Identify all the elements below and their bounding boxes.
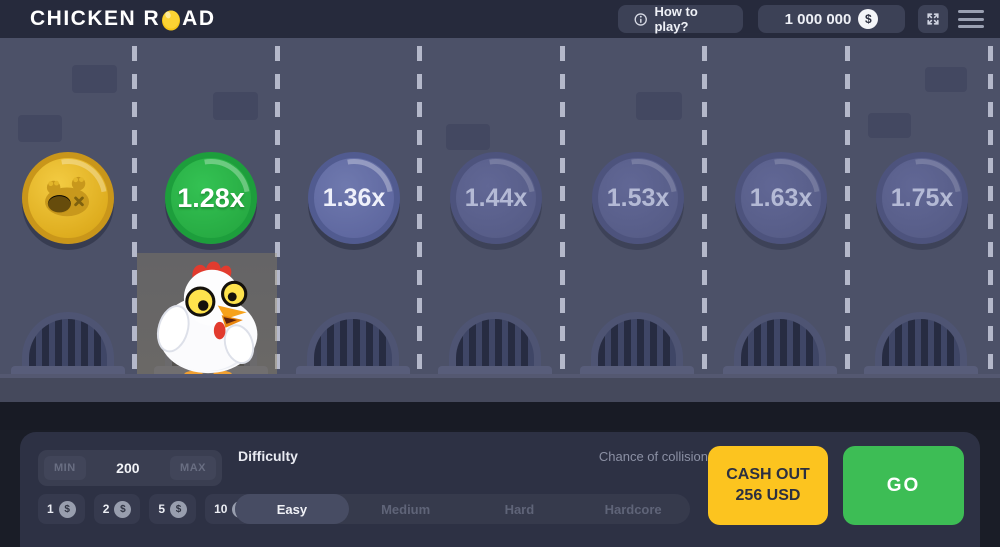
lane-divider: [988, 46, 993, 376]
cash-out-button[interactable]: CASH OUT 256 USD: [708, 446, 828, 525]
balance-display[interactable]: 1 000 000 $: [758, 5, 905, 33]
quick-bet-row: 1 $ 2 $ 5 $ 10 $: [38, 494, 259, 524]
curb: [0, 374, 1000, 403]
fullscreen-button[interactable]: [918, 5, 948, 33]
control-panel: MIN 200 MAX 1 $ 2 $ 5 $ 10 $ Difficulty …: [20, 432, 980, 547]
game-board: 1.28x 1.36x 1.44x 1.53x 1.63x 1.75x: [0, 38, 1000, 430]
lane-divider: [560, 46, 565, 376]
egg-icon: [162, 10, 181, 31]
dollar-coin-icon: $: [170, 500, 188, 518]
multiplier-value: 1.36x: [322, 183, 386, 212]
multiplier-value: 1.63x: [749, 183, 813, 212]
road-patch: [925, 67, 967, 92]
dead-chicken-icon: [45, 176, 90, 217]
sewer-grate: [875, 312, 967, 374]
cash-out-amount: 256 USD: [735, 486, 801, 504]
multiplier-value: 1.75x: [890, 183, 954, 212]
quick-bet-1-button[interactable]: 1 $: [38, 494, 85, 524]
difficulty-tabs: Easy Medium Hard Hardcore: [235, 494, 690, 524]
multiplier-coin-active[interactable]: 1.28x: [165, 152, 257, 244]
min-bet-button[interactable]: MIN: [44, 456, 86, 480]
go-button[interactable]: GO: [843, 446, 964, 525]
chicken-character: [156, 261, 258, 380]
sewer-grate: [449, 312, 541, 374]
tab-hard[interactable]: Hard: [463, 494, 577, 524]
bet-amount-control: MIN 200 MAX: [38, 450, 222, 486]
lane-divider: [132, 46, 137, 376]
cash-out-label: CASH OUT: [726, 465, 810, 483]
grate-base: [438, 366, 552, 376]
balance-amount: 1 000 000: [784, 10, 852, 28]
sewer-grate: [591, 312, 683, 374]
multiplier-value: 1.53x: [606, 183, 670, 212]
how-to-play-label: How to play?: [654, 4, 698, 34]
sewer-grate: [22, 312, 114, 374]
grate-base: [296, 366, 410, 376]
lane-divider: [702, 46, 707, 376]
lane-divider: [275, 46, 280, 376]
logo: CHICKEN R AD: [30, 7, 216, 31]
sewer-grate: [307, 312, 399, 374]
street-shadow: [0, 402, 1000, 430]
multiplier-coin-next[interactable]: 1.36x: [308, 152, 400, 244]
grate-base: [723, 366, 837, 376]
multiplier-coin[interactable]: 1.63x: [735, 152, 827, 244]
road-patch: [636, 92, 682, 120]
top-bar: CHICKEN R AD How to play? 1 000 000 $: [0, 0, 1000, 38]
multiplier-coin[interactable]: 1.53x: [592, 152, 684, 244]
tab-medium[interactable]: Medium: [349, 494, 463, 524]
tab-hardcore[interactable]: Hardcore: [576, 494, 690, 524]
road-patch: [213, 92, 258, 120]
difficulty-label: Difficulty: [238, 448, 298, 464]
fullscreen-icon: [927, 13, 939, 25]
quick-bet-2-button[interactable]: 2 $: [93, 494, 141, 524]
bet-amount-input[interactable]: 200: [116, 460, 140, 476]
lane-divider: [845, 46, 850, 376]
tab-easy[interactable]: Easy: [235, 494, 349, 524]
logo-text-left: CHICKEN R: [30, 7, 161, 30]
lane-divider: [417, 46, 422, 376]
grate-base: [11, 366, 125, 376]
sewer-grate: [734, 312, 826, 374]
road-patch: [868, 113, 911, 138]
multiplier-value: 1.28x: [177, 182, 245, 213]
dollar-coin-icon: $: [114, 500, 132, 518]
road-patch: [72, 65, 117, 93]
max-bet-button[interactable]: MAX: [170, 456, 216, 480]
grate-base: [864, 366, 978, 376]
info-icon: [634, 12, 647, 26]
logo-text-right: AD: [182, 7, 216, 30]
grate-base: [580, 366, 694, 376]
multiplier-coin[interactable]: 1.44x: [450, 152, 542, 244]
dollar-coin-icon: $: [58, 500, 76, 518]
chance-of-collision-label: Chance of collision: [598, 449, 708, 464]
dollar-coin-icon: $: [858, 9, 879, 29]
road-patch: [446, 124, 490, 150]
multiplier-coin[interactable]: 1.75x: [876, 152, 968, 244]
start-gold-coin[interactable]: [22, 152, 114, 244]
multiplier-value: 1.44x: [464, 183, 528, 212]
menu-icon: [958, 10, 984, 13]
quick-bet-5-button[interactable]: 5 $: [149, 494, 197, 524]
menu-button[interactable]: [958, 10, 984, 28]
road-patch: [18, 115, 62, 142]
how-to-play-button[interactable]: How to play?: [618, 4, 743, 34]
